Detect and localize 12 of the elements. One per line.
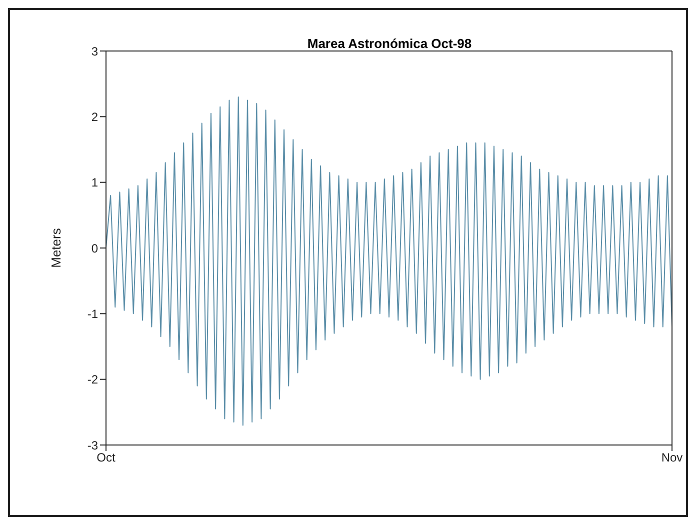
- y-tick-label: -3: [87, 438, 98, 452]
- y-tick-label: 0: [91, 241, 98, 256]
- x-tick-label: Nov: [661, 450, 683, 465]
- y-tick-label: 3: [91, 44, 98, 58]
- y-tick-label: -1: [87, 306, 98, 321]
- chart-title: Marea Astronómica Oct-98: [306, 36, 473, 51]
- y-tick-label: 2: [91, 110, 98, 124]
- y-tick-label: -2: [87, 372, 98, 387]
- x-tick-label: Oct: [96, 450, 116, 465]
- y-tick-label: 1: [91, 176, 98, 190]
- line-series: [106, 96, 672, 426]
- y-axis-title: Meters: [48, 228, 64, 268]
